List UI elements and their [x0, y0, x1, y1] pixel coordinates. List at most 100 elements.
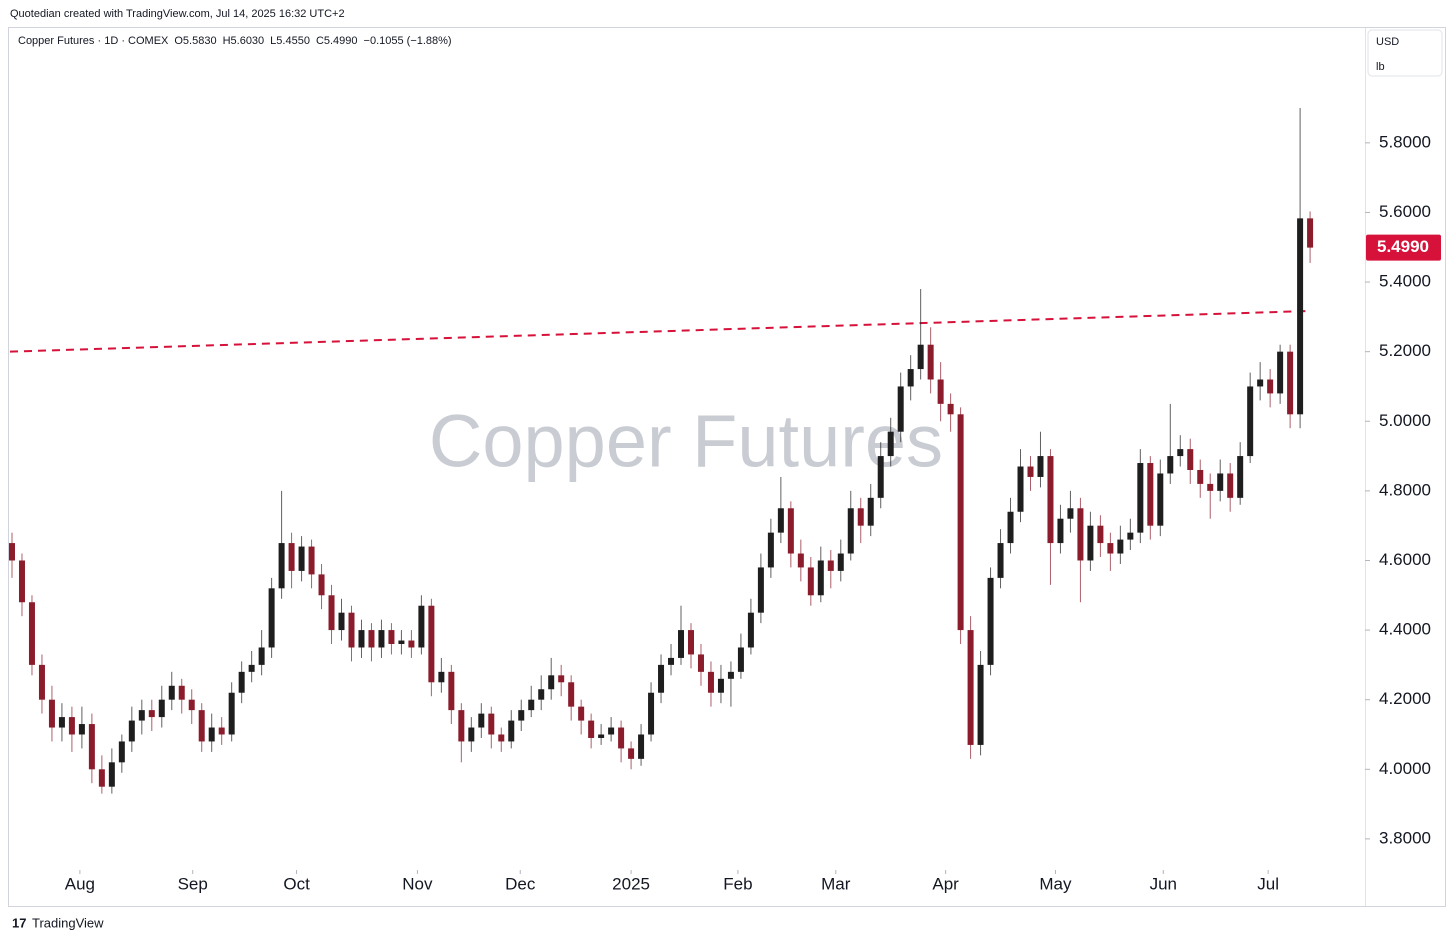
candle — [678, 605, 685, 665]
currency[interactable]: USD — [1376, 36, 1399, 48]
header: Quotedian created with TradingView.com, … — [10, 8, 345, 20]
candle — [128, 706, 135, 752]
candle-body — [398, 640, 405, 645]
candle-body — [1067, 508, 1074, 519]
candle — [308, 539, 315, 589]
candle-body — [1257, 379, 1264, 387]
x-tick-label: Apr — [932, 874, 959, 893]
candle — [48, 685, 55, 742]
candle-body — [468, 727, 475, 742]
candle-body — [1017, 466, 1024, 512]
candle — [1017, 449, 1024, 523]
candle — [548, 657, 555, 700]
candle-body — [658, 664, 665, 693]
candle — [817, 546, 824, 603]
candle — [358, 619, 365, 658]
candle-body — [268, 588, 275, 648]
candle-body — [368, 630, 375, 648]
x-tick-label: Jul — [1257, 874, 1279, 893]
candle-body — [1237, 456, 1244, 498]
y-tick-label: 4.8000 — [1379, 480, 1431, 499]
candle — [488, 706, 495, 749]
candle-body — [767, 532, 774, 568]
candle-body — [538, 689, 545, 700]
candle — [737, 633, 744, 679]
candle — [997, 529, 1004, 589]
candle — [787, 501, 794, 568]
legend-value: L5.4550 — [270, 35, 310, 47]
candle — [268, 577, 275, 658]
candle — [378, 619, 385, 658]
candle — [628, 741, 635, 770]
candle — [1167, 403, 1174, 484]
candle — [208, 713, 215, 752]
candle-body — [857, 508, 864, 526]
candle — [18, 553, 25, 617]
candle-body — [1127, 532, 1134, 540]
candle-body — [438, 671, 445, 683]
x-tick-label: Jun — [1150, 874, 1177, 893]
candle — [897, 372, 904, 443]
candle-body — [88, 724, 95, 770]
candle — [248, 650, 255, 683]
candle-body — [118, 741, 125, 763]
candle-body — [648, 692, 655, 735]
candle-body — [238, 671, 245, 693]
candle-body — [1097, 525, 1104, 544]
last-price-box — [1366, 234, 1441, 261]
y-tick-label: 4.0000 — [1379, 759, 1431, 778]
candle-body — [1087, 525, 1094, 561]
candle — [178, 678, 185, 714]
candle-body — [318, 574, 325, 596]
candle-body — [258, 647, 265, 665]
candle — [318, 563, 325, 610]
candle-body — [578, 706, 585, 721]
candle — [418, 595, 425, 655]
candle-body — [518, 710, 525, 721]
x-tick-label: May — [1039, 874, 1072, 893]
candle — [707, 661, 714, 707]
candle — [568, 675, 575, 721]
candle-body — [158, 699, 165, 718]
candle-body — [248, 664, 255, 672]
candle-body — [707, 671, 714, 693]
candle-body — [1077, 508, 1084, 561]
candle — [298, 536, 305, 582]
candle — [857, 497, 864, 544]
candle-body — [947, 403, 954, 415]
candle — [1287, 344, 1294, 429]
candle — [28, 595, 35, 676]
candle — [468, 717, 475, 752]
candle-body — [28, 602, 35, 665]
candle — [278, 490, 285, 599]
candle-body — [598, 734, 605, 738]
candle — [797, 539, 804, 582]
candle — [348, 605, 355, 662]
candle-body — [178, 685, 185, 700]
candle-body — [358, 630, 365, 648]
candle — [58, 703, 65, 742]
candle — [1087, 511, 1094, 571]
unit[interactable]: lb — [1376, 61, 1385, 73]
candle — [987, 567, 994, 676]
candle — [1117, 525, 1124, 564]
candle — [757, 553, 764, 624]
candle-body — [897, 386, 904, 432]
candle — [1037, 431, 1044, 488]
candle — [478, 703, 485, 738]
candle — [1097, 515, 1104, 557]
candle — [927, 327, 934, 394]
unit-box[interactable] — [1367, 29, 1443, 77]
candle — [68, 706, 75, 752]
x-tick-label: Dec — [505, 874, 536, 893]
candle-body — [1057, 518, 1064, 544]
watermark: Copper Futures — [429, 400, 943, 483]
candle-body — [797, 553, 804, 568]
candle-body — [1247, 386, 1254, 457]
y-tick-label: 4.6000 — [1379, 550, 1431, 569]
candle-body — [907, 369, 914, 387]
candle — [1257, 362, 1264, 401]
candle — [1107, 532, 1114, 571]
legend-value: H5.6030 — [223, 35, 265, 47]
